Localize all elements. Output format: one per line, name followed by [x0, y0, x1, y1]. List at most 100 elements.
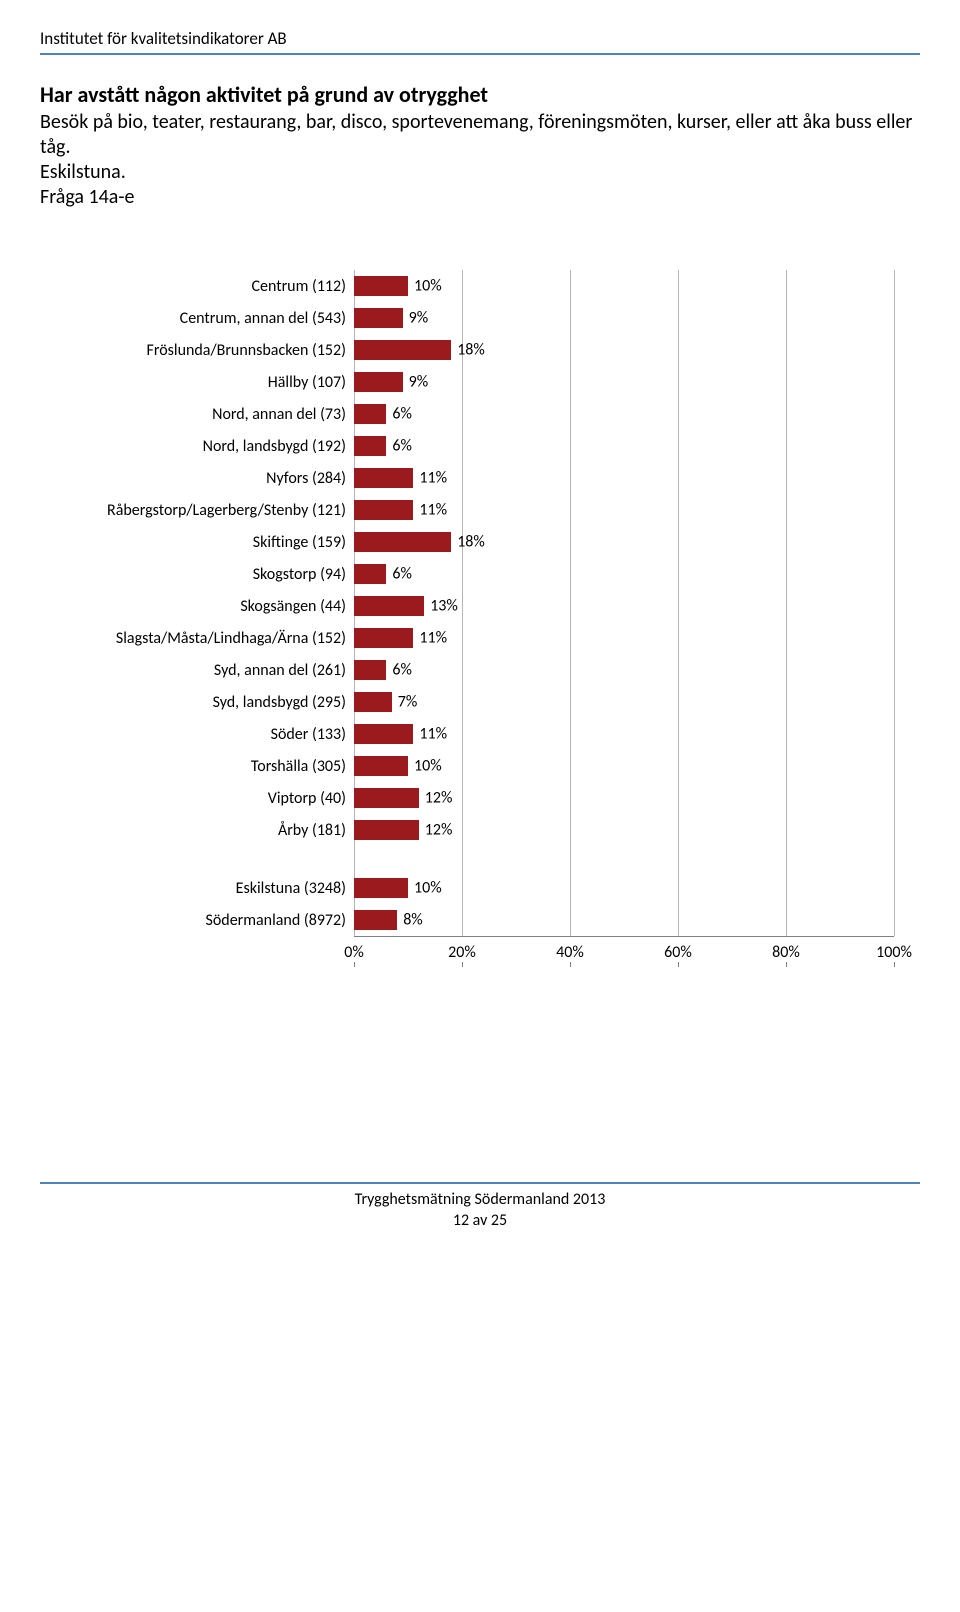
bar-row: Fröslunda/Brunnsbacken (152) 18% — [70, 334, 920, 366]
category-label: Skiftinge (159) — [70, 533, 354, 552]
bar — [354, 628, 413, 648]
tick-mark — [786, 962, 787, 967]
bar — [354, 500, 413, 520]
value-label: 18% — [451, 341, 485, 360]
value-label: 10% — [408, 757, 442, 776]
bar — [354, 564, 386, 584]
bar-row: Slagsta/Måsta/Lindhaga/Ärna (152) 11% — [70, 622, 920, 654]
category-label: Nord, annan del (73) — [70, 405, 354, 424]
bar-row: Skogsängen (44) 13% — [70, 590, 920, 622]
value-label: 12% — [419, 789, 453, 808]
value-label: 11% — [413, 469, 447, 488]
bar — [354, 820, 419, 840]
value-label: 8% — [397, 911, 423, 930]
category-label: Söder (133) — [70, 725, 354, 744]
bar — [354, 532, 451, 552]
header-divider — [40, 53, 920, 55]
bar — [354, 596, 424, 616]
bar-row: Centrum (112) 10% — [70, 270, 920, 302]
bar-row: Skogstorp (94) 6% — [70, 558, 920, 590]
value-label: 9% — [403, 373, 429, 392]
page-title: Har avstått någon aktivitet på grund av … — [40, 81, 920, 108]
category-label: Skogsängen (44) — [70, 597, 354, 616]
bar-row: Skiftinge (159) 18% — [70, 526, 920, 558]
tick-label: 80% — [772, 943, 800, 962]
bar — [354, 372, 403, 392]
organization-name: Institutet för kvalitetsindikatorer AB — [40, 28, 920, 49]
bar — [354, 468, 413, 488]
bar — [354, 660, 386, 680]
tick-label: 100% — [876, 943, 912, 962]
category-label: Södermanland (8972) — [70, 911, 354, 930]
tick-mark — [678, 962, 679, 967]
bar-row: Nord, annan del (73) 6% — [70, 398, 920, 430]
footer-divider — [40, 1182, 920, 1184]
group-spacer — [70, 846, 920, 872]
category-label: Centrum, annan del (543) — [70, 309, 354, 328]
value-label: 11% — [413, 629, 447, 648]
page-footer: Trygghetsmätning Södermanland 2013 12 av… — [40, 1190, 920, 1232]
category-label: Syd, annan del (261) — [70, 661, 354, 680]
tick-label: 40% — [556, 943, 584, 962]
bar-row: Hällby (107) 9% — [70, 366, 920, 398]
bar-row: Södermanland (8972) 8% — [70, 904, 920, 936]
category-label: Fröslunda/Brunnsbacken (152) — [70, 341, 354, 360]
bar-row: Nyfors (284) 11% — [70, 462, 920, 494]
value-label: 10% — [408, 277, 442, 296]
bar-row: Centrum, annan del (543) 9% — [70, 302, 920, 334]
value-label: 6% — [386, 437, 412, 456]
bar-row: Årby (181) 12% — [70, 814, 920, 846]
value-label: 13% — [424, 597, 458, 616]
value-label: 18% — [451, 533, 485, 552]
value-label: 6% — [386, 661, 412, 680]
value-label: 7% — [392, 693, 418, 712]
category-label: Hällby (107) — [70, 373, 354, 392]
value-label: 11% — [413, 725, 447, 744]
category-label: Nyfors (284) — [70, 469, 354, 488]
bar-row: Torshälla (305) 10% — [70, 750, 920, 782]
value-label: 9% — [403, 309, 429, 328]
bar — [354, 788, 419, 808]
bar-row: Viptorp (40)12% — [70, 782, 920, 814]
bar — [354, 276, 408, 296]
category-label: Årby (181) — [70, 821, 354, 840]
tick-mark — [570, 962, 571, 967]
value-label: 10% — [408, 879, 442, 898]
category-label: Eskilstuna (3248) — [70, 879, 354, 898]
category-label: Skogstorp (94) — [70, 565, 354, 584]
x-axis: 0%20%40%60%80%100% — [354, 936, 894, 962]
bar-row: Nord, landsbygd (192) 6% — [70, 430, 920, 462]
tick-label: 0% — [344, 943, 364, 962]
footer-line-2: 12 av 25 — [40, 1211, 920, 1232]
bar — [354, 692, 392, 712]
bar — [354, 340, 451, 360]
bar-row: Syd, annan del (261) 6% — [70, 654, 920, 686]
category-label: Syd, landsbygd (295) — [70, 693, 354, 712]
value-label: 6% — [386, 405, 412, 424]
bar — [354, 404, 386, 424]
bar — [354, 436, 386, 456]
category-label: Råbergstorp/Lagerberg/Stenby (121) — [70, 501, 354, 520]
bar-row: Råbergstorp/Lagerberg/Stenby (121) 11% — [70, 494, 920, 526]
bar — [354, 724, 413, 744]
bar — [354, 308, 403, 328]
tick-mark — [462, 962, 463, 967]
tick-label: 60% — [664, 943, 692, 962]
value-label: 11% — [413, 501, 447, 520]
category-label: Torshälla (305) — [70, 757, 354, 776]
page-subtitle: Besök på bio, teater, restaurang, bar, d… — [40, 110, 920, 210]
tick-mark — [354, 962, 355, 967]
bar — [354, 878, 408, 898]
tick-label: 20% — [448, 943, 476, 962]
bar — [354, 910, 397, 930]
bar-row: Söder (133) 11% — [70, 718, 920, 750]
bar-chart: Centrum (112) 10% Centrum, annan del (543)… — [70, 270, 920, 962]
value-label: 12% — [419, 821, 453, 840]
footer-line-1: Trygghetsmätning Södermanland 2013 — [40, 1190, 920, 1211]
category-label: Centrum (112) — [70, 277, 354, 296]
category-label: Slagsta/Måsta/Lindhaga/Ärna (152) — [70, 629, 354, 648]
category-label: Nord, landsbygd (192) — [70, 437, 354, 456]
bar — [354, 756, 408, 776]
value-label: 6% — [386, 565, 412, 584]
bar-row: Eskilstuna (3248) 10% — [70, 872, 920, 904]
